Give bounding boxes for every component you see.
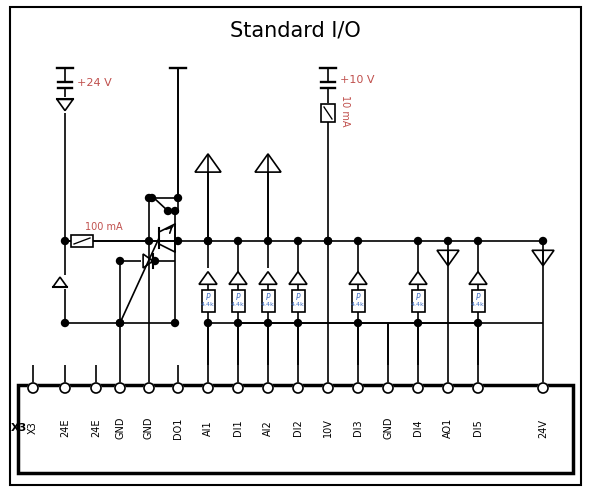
Circle shape [355,238,362,245]
Text: 4.4k: 4.4k [261,303,275,308]
Circle shape [473,383,483,393]
Circle shape [116,319,124,326]
Text: 10 mA: 10 mA [340,95,350,127]
Text: AI2: AI2 [263,420,273,436]
Circle shape [414,319,421,326]
Circle shape [294,238,301,245]
Text: P: P [206,292,210,302]
Text: X3: X3 [11,423,27,433]
Circle shape [538,383,548,393]
Circle shape [151,257,158,265]
Text: 4.4k: 4.4k [351,303,365,308]
Circle shape [235,238,242,245]
Circle shape [91,383,101,393]
Text: +24 V: +24 V [77,78,112,88]
Text: 24E: 24E [91,419,101,437]
Text: X3: X3 [28,422,38,434]
Circle shape [294,319,301,326]
Text: DO1: DO1 [173,417,183,439]
Circle shape [145,195,152,202]
FancyBboxPatch shape [10,7,581,485]
Text: AI1: AI1 [203,420,213,436]
Circle shape [145,238,152,245]
Circle shape [355,319,362,326]
Text: 4.4k: 4.4k [201,303,215,308]
Text: DI1: DI1 [233,420,243,436]
Text: P: P [476,292,480,302]
Text: DI2: DI2 [293,420,303,436]
Text: DI3: DI3 [353,420,363,436]
Text: P: P [356,292,361,302]
Circle shape [173,383,183,393]
Circle shape [28,383,38,393]
Bar [202,290,215,312]
Circle shape [233,383,243,393]
Circle shape [171,319,178,326]
Text: 24E: 24E [60,419,70,437]
Text: P: P [266,292,270,302]
Circle shape [61,238,69,245]
Text: DI4: DI4 [413,420,423,436]
Circle shape [353,383,363,393]
Circle shape [144,383,154,393]
Circle shape [324,238,332,245]
Bar [291,290,304,312]
Circle shape [265,238,271,245]
Bar [411,290,424,312]
Text: AO1: AO1 [443,418,453,438]
Text: P: P [236,292,241,302]
Text: +10 V: +10 V [340,75,375,85]
Circle shape [204,238,212,245]
Circle shape [413,383,423,393]
Bar [472,290,485,312]
Circle shape [475,238,482,245]
Circle shape [116,257,124,265]
Text: 4.4k: 4.4k [471,303,485,308]
Bar [352,290,365,312]
Text: GND: GND [383,417,393,439]
Text: 4.4k: 4.4k [291,303,305,308]
FancyBboxPatch shape [18,385,573,473]
Circle shape [174,195,181,202]
Circle shape [265,319,271,326]
Circle shape [204,319,212,326]
Circle shape [164,208,171,214]
Circle shape [116,319,124,326]
Circle shape [444,238,452,245]
Circle shape [475,319,482,326]
Circle shape [324,238,332,245]
Bar [232,290,245,312]
Text: 100 mA: 100 mA [85,222,122,232]
Text: DI5: DI5 [473,420,483,436]
Circle shape [443,383,453,393]
Circle shape [293,383,303,393]
Circle shape [414,238,421,245]
Circle shape [204,238,212,245]
Circle shape [203,383,213,393]
Circle shape [60,383,70,393]
Circle shape [115,383,125,393]
Text: 4.4k: 4.4k [411,303,425,308]
Text: GND: GND [144,417,154,439]
Circle shape [383,383,393,393]
Circle shape [174,238,181,245]
Text: 4.4k: 4.4k [231,303,245,308]
Text: Standard I/O: Standard I/O [230,20,361,40]
Bar [261,290,274,312]
Text: 10V: 10V [323,419,333,437]
Circle shape [61,319,69,326]
Circle shape [171,208,178,214]
Circle shape [263,383,273,393]
Circle shape [148,195,155,202]
Bar [71,235,93,247]
Circle shape [235,319,242,326]
Text: GND: GND [115,417,125,439]
Circle shape [323,383,333,393]
Bar [321,104,335,122]
Text: P: P [415,292,420,302]
Circle shape [540,238,547,245]
Text: 24V: 24V [538,419,548,437]
Text: P: P [296,292,300,302]
